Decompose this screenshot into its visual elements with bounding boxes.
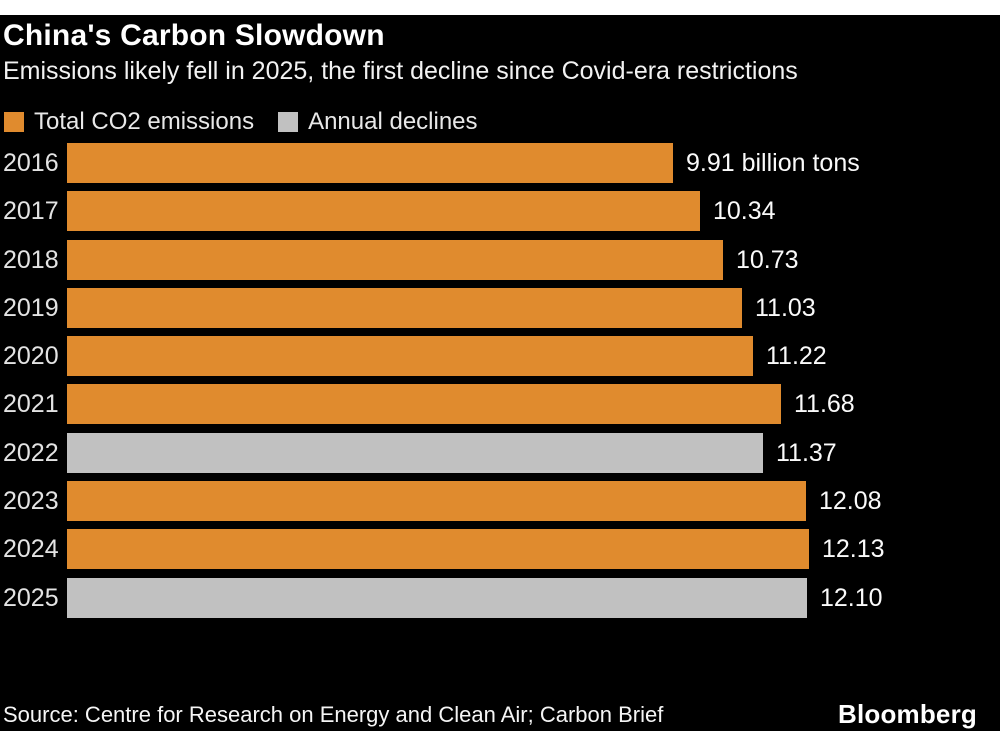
year-label: 2019 (3, 293, 59, 322)
emission-bar (67, 239, 723, 280)
bar-track: 11.22 (67, 336, 1000, 377)
bar-track: 10.34 (67, 191, 1000, 232)
bar-track: 11.03 (67, 287, 1000, 328)
legend-label-total-emissions: Total CO2 emissions (34, 108, 255, 135)
bar-track: 11.68 (67, 384, 1000, 425)
year-label: 2022 (3, 438, 59, 467)
value-label: 12.13 (822, 535, 885, 564)
emission-bar (67, 481, 806, 522)
year-label: 2024 (3, 535, 59, 564)
value-label: 12.10 (820, 583, 883, 612)
chart-title: China's Carbon Slowdown (3, 19, 385, 52)
chart-row: 2021 11.68 (0, 384, 1000, 432)
emission-bar (67, 384, 781, 425)
chart-row: 2023 12.08 (0, 481, 1000, 529)
bar-track: 11.37 (67, 432, 1000, 473)
legend-swatch-gray (278, 112, 299, 132)
bar-track: 12.13 (67, 529, 1000, 570)
legend-item-total-emissions: Total CO2 emissions (4, 108, 254, 136)
bar-track: 10.73 (67, 239, 1000, 280)
legend-label-annual-declines: Annual declines (308, 108, 478, 135)
year-label: 2020 (3, 342, 59, 371)
year-label: 2023 (3, 487, 59, 516)
value-label: 12.08 (819, 487, 882, 516)
emission-bar (67, 336, 753, 377)
year-label: 2017 (3, 197, 59, 226)
chart-row: 2018 10.73 (0, 239, 1000, 288)
chart-card: China's Carbon Slowdown Emissions likely… (0, 15, 1000, 731)
source-note: Source: Centre for Research on Energy an… (3, 702, 664, 727)
year-label: 2021 (3, 390, 59, 419)
decline-bar (67, 577, 807, 618)
bar-track: 9.91 billion tons (67, 143, 1000, 183)
bar-chart: 2016 9.91 billion tons 2017 10.34 2018 10.73 2… (0, 143, 1000, 626)
emission-bar (67, 191, 700, 232)
chart-row: 2024 12.13 (0, 529, 1000, 577)
year-label: 2018 (3, 245, 59, 274)
emission-bar (67, 529, 809, 570)
value-label: 11.03 (755, 293, 816, 322)
legend-item-annual-declines: Annual declines (278, 108, 478, 136)
decline-bar (67, 432, 763, 473)
value-label: 10.73 (736, 245, 799, 274)
emission-bar (67, 143, 673, 183)
chart-row: 2020 11.22 (0, 336, 1000, 384)
year-label: 2016 (3, 149, 59, 177)
chart-row: 2019 11.03 (0, 287, 1000, 336)
chart-row: 2016 9.91 billion tons (0, 143, 1000, 191)
value-label: 9.91 billion tons (686, 149, 860, 177)
value-label: 11.68 (794, 390, 855, 419)
chart-row: 2025 12.10 (0, 577, 1000, 626)
value-label: 11.22 (766, 342, 827, 371)
emission-bar (67, 287, 742, 328)
chart-subtitle: Emissions likely fell in 2025, the first… (3, 57, 798, 85)
legend-swatch-orange (4, 112, 24, 132)
bar-track: 12.10 (67, 577, 1000, 618)
year-label: 2025 (3, 583, 59, 612)
value-label: 10.34 (713, 197, 776, 226)
bloomberg-logo: Bloomberg (837, 699, 977, 729)
chart-row: 2017 10.34 (0, 191, 1000, 239)
bar-track: 12.08 (67, 481, 1000, 522)
value-label: 11.37 (776, 438, 837, 467)
chart-row: 2022 11.37 (0, 432, 1000, 481)
chart-legend: Total CO2 emissions Annual declines (4, 108, 478, 136)
